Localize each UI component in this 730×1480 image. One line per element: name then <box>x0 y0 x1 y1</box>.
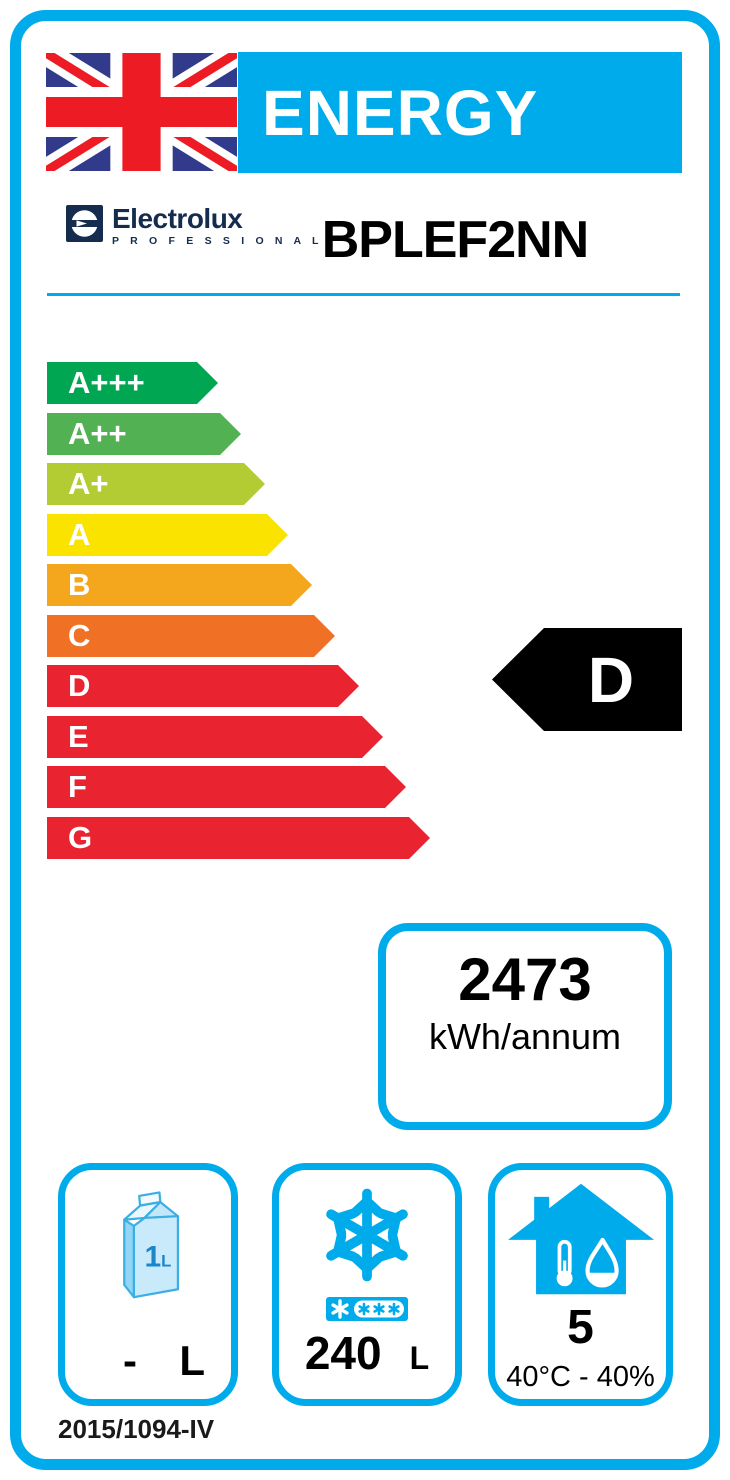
rating-arrow-G: G <box>47 817 430 859</box>
rating-grade-label: C <box>68 618 91 653</box>
rating-grade-label: D <box>68 668 91 703</box>
rating-arrow-B: B <box>47 564 312 606</box>
rating-grade-label: A+++ <box>68 365 145 400</box>
union-jack-flag-icon <box>46 53 237 171</box>
fresh-volume-unit: L <box>179 1337 205 1384</box>
rating-grade-label: F <box>68 769 87 804</box>
consumption-value: 2473 <box>458 946 592 1013</box>
rating-scale: A+++ A++ A+ A B C D E F G <box>47 362 467 862</box>
rating-grade-label: A <box>68 517 91 552</box>
climate-class-box: 5 40°C - 40% <box>488 1163 673 1406</box>
frozen-volume-unit: L <box>409 1340 430 1376</box>
rating-grade-label: A+ <box>68 466 109 501</box>
rating-arrow-A+++: A+++ <box>47 362 218 404</box>
rating-arrow-F: F <box>47 766 406 808</box>
brand-subtitle: P R O F E S S I O N A L <box>112 235 323 247</box>
consumption-unit: kWh/annum <box>428 1016 622 1057</box>
energy-banner: ENERGY <box>238 52 682 173</box>
rating-grade-label: G <box>68 820 93 855</box>
climate-class-value: 5 <box>567 1301 594 1354</box>
rating-grade-label: A++ <box>68 416 127 451</box>
rating-arrow-A: A <box>47 514 288 556</box>
frozen-volume-value: 240 <box>304 1327 382 1379</box>
model-number: BPLEF2NN <box>321 211 589 269</box>
fresh-volume-value: - <box>123 1337 137 1384</box>
rating-arrow-D: D <box>47 665 359 707</box>
rating-arrow-A++: A++ <box>47 413 241 455</box>
rating-indicator-grade: D <box>587 643 635 716</box>
milk-carton-icon: 1L <box>123 1191 180 1299</box>
header-divider <box>47 293 680 296</box>
climate-condition: 40°C - 40% <box>506 1361 655 1393</box>
carton-volume-unit: L <box>161 1251 171 1270</box>
carton-volume-label: 1 <box>144 1240 161 1273</box>
label-border <box>10 10 720 1470</box>
rating-grade-label: B <box>68 567 91 602</box>
snowflake-icon <box>326 1188 408 1282</box>
house-climate-icon <box>507 1183 654 1295</box>
energy-banner-title: ENERGY <box>262 76 539 149</box>
regulation-reference: 2015/1094-IV <box>58 1414 215 1444</box>
consumption-box: 2473 kWh/annum <box>378 923 672 1130</box>
fresh-volume-box: 1L - L <box>58 1163 238 1406</box>
rating-arrow-A+: A+ <box>47 463 265 505</box>
rating-arrow-C: C <box>47 615 335 657</box>
droplet-icon <box>584 1237 619 1288</box>
rating-grade-label: E <box>68 719 89 754</box>
rating-arrow-E: E <box>47 716 383 758</box>
electrolux-emblem-icon <box>66 205 103 242</box>
thermometer-icon <box>556 1239 573 1287</box>
frozen-star-rating-badge <box>326 1297 408 1321</box>
frozen-volume-box: 240 L <box>272 1163 462 1406</box>
brand-name: Electrolux <box>112 203 243 234</box>
brand-logo: Electrolux P R O F E S S I O N A L <box>66 205 323 247</box>
svg-text:1L: 1L <box>144 1240 171 1273</box>
